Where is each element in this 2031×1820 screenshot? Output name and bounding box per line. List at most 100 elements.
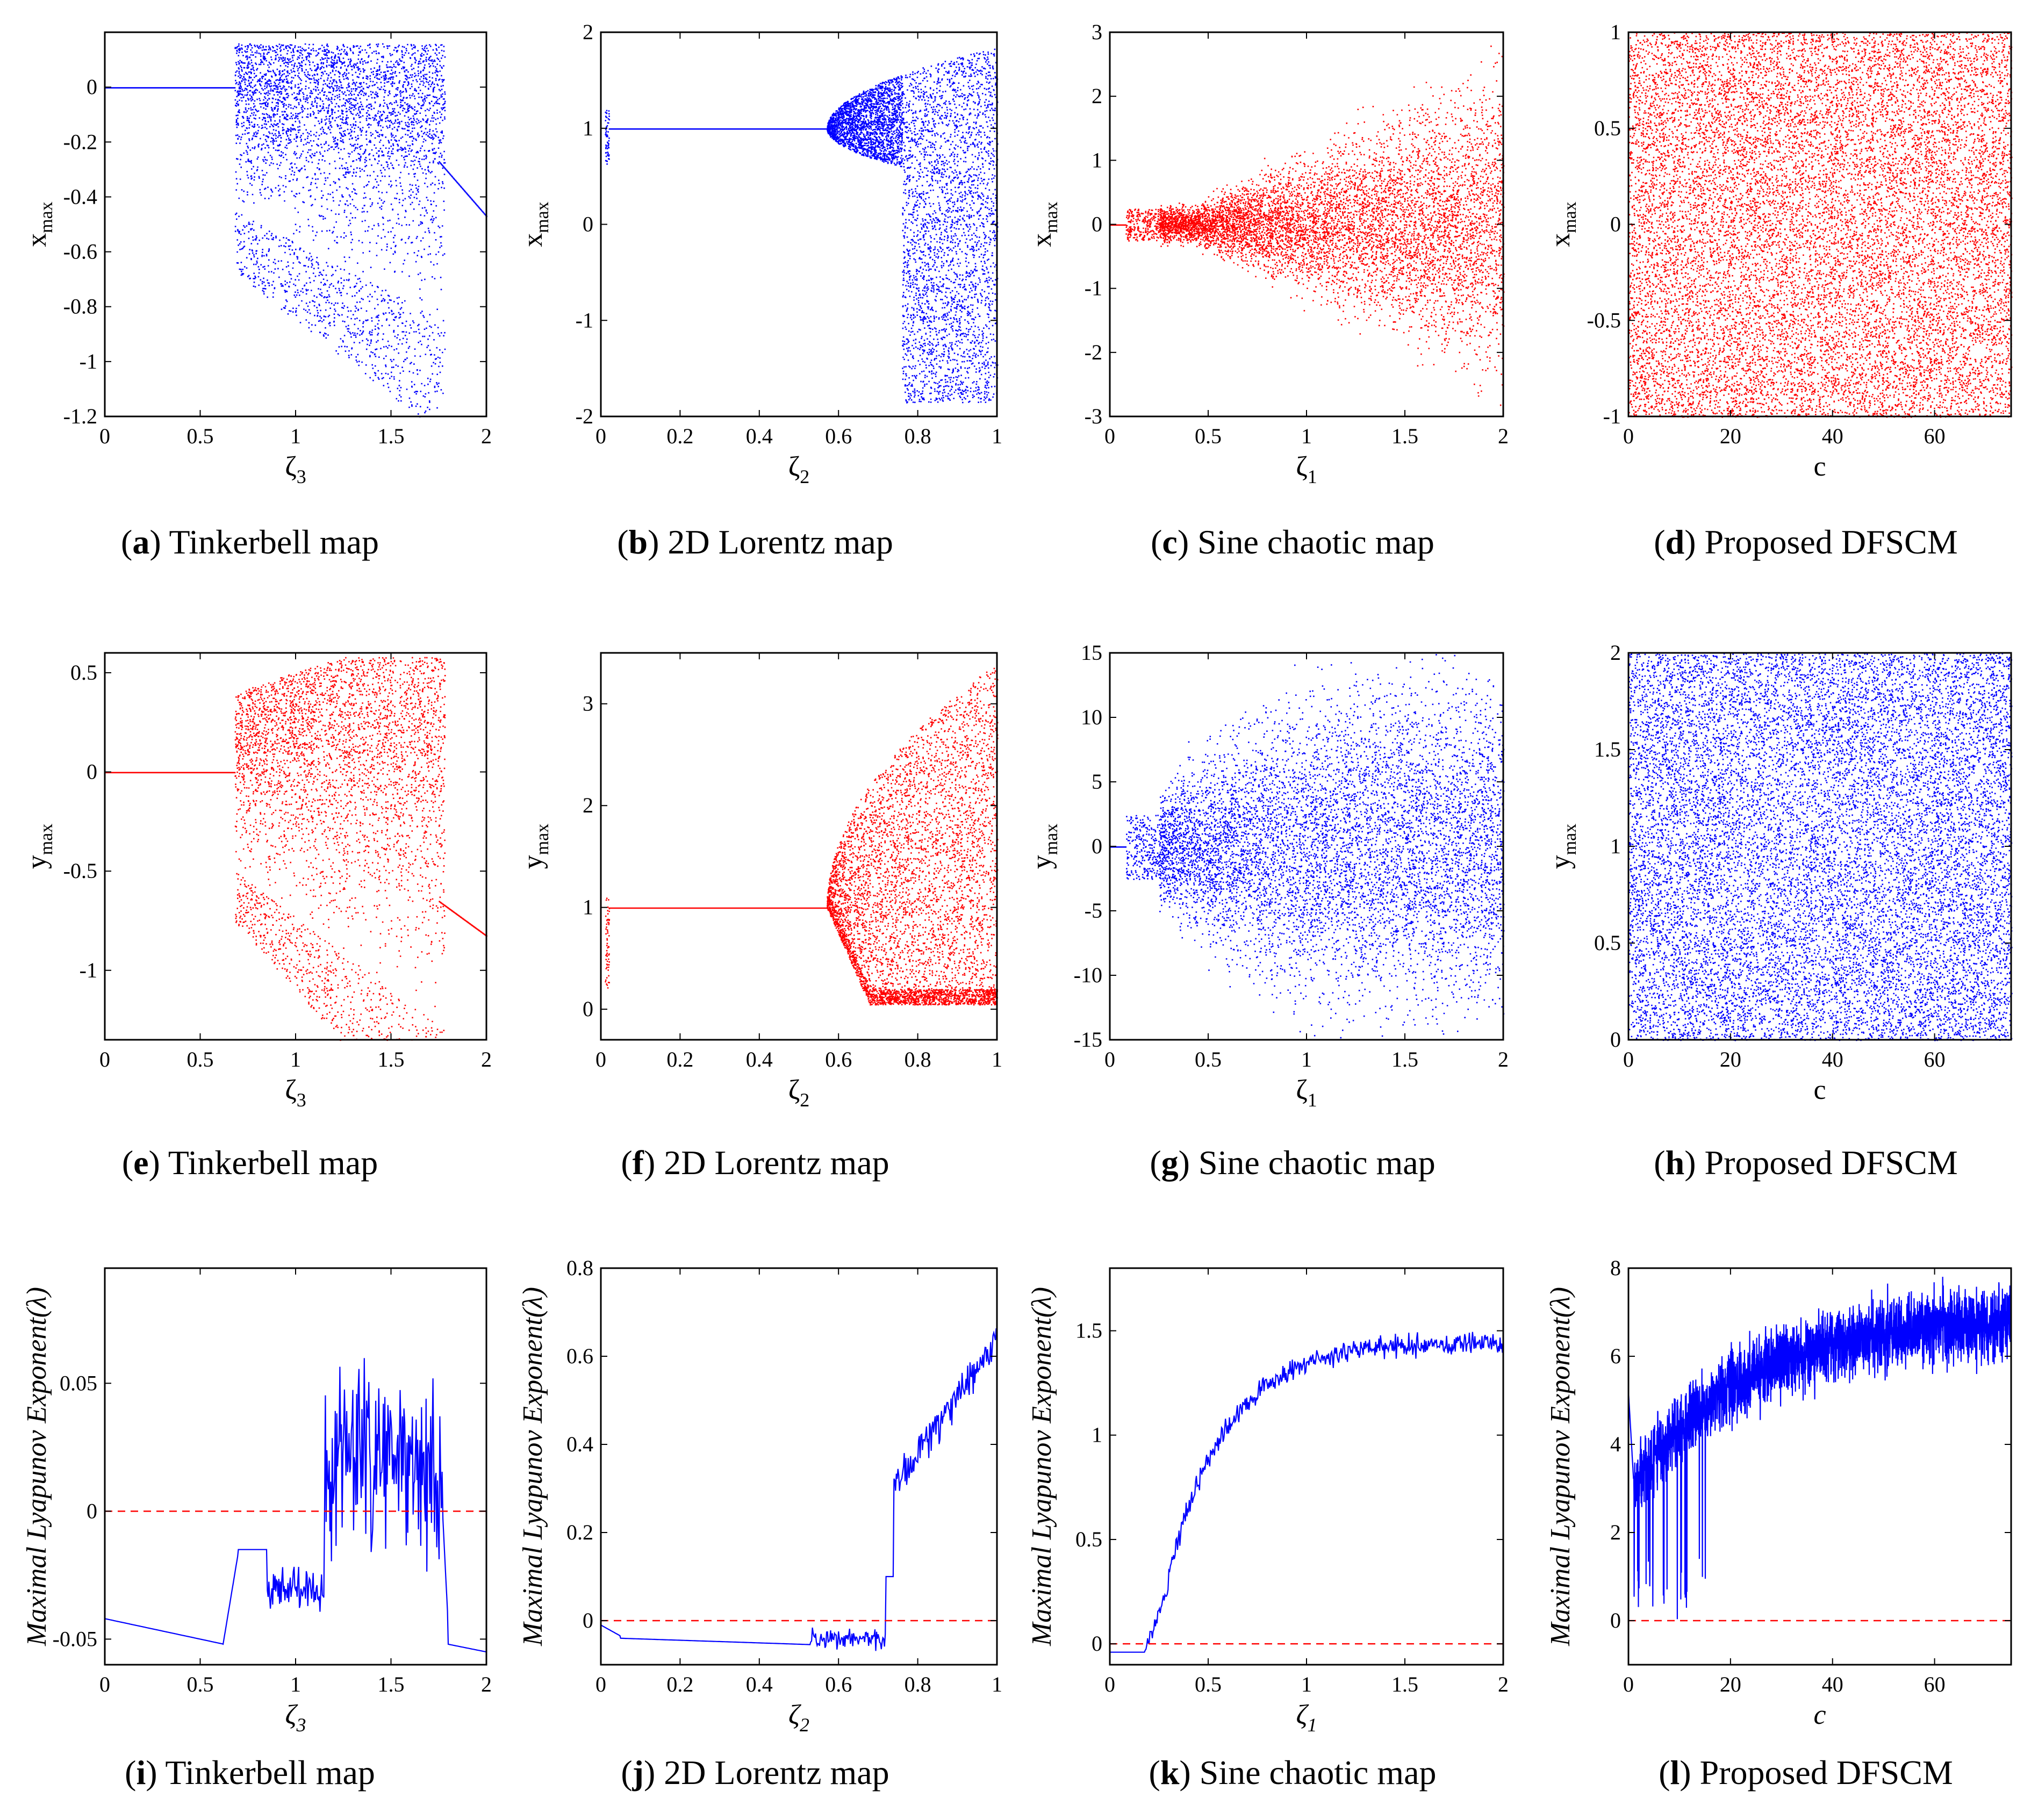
panel-k-data [1110, 1332, 1503, 1653]
x-tick-label: 0.8 [905, 1672, 931, 1696]
panel-caption: (b) 2D Lorentz map [617, 523, 893, 561]
y-tick-label: 2 [1092, 84, 1102, 108]
y-tick-label: 0 [583, 212, 593, 236]
panel-j: 0 0.2 0.4 0.6 0.8 1 0.8 0.6 0.4 0.2 0 ζ2 Maximal Lya… [518, 1256, 1002, 1792]
scatter-points [105, 43, 487, 418]
y-tick-label: 4 [1610, 1432, 1621, 1456]
panel-c-data [1110, 45, 1505, 406]
axes-frame [1627, 1267, 2012, 1666]
axes-frame [600, 652, 998, 1041]
x-tick-label: 60 [1924, 424, 1946, 448]
x-tick-label: 1.5 [1391, 1672, 1418, 1696]
axes-frame [600, 31, 998, 418]
y-tick-label: -0.6 [63, 240, 97, 264]
y-tick-label: 0.5 [1594, 931, 1621, 955]
axes-frame [1109, 1267, 1504, 1666]
x-tick-label: 1 [992, 1672, 1002, 1696]
y-tick-label: 1 [1610, 834, 1621, 858]
y-tick-label: -15 [1074, 1027, 1102, 1052]
panel-b-data [605, 48, 999, 404]
x-tick-label: 1 [1301, 1047, 1312, 1071]
panel-caption: (i) Tinkerbell map [125, 1753, 375, 1792]
x-tick-label: 0.5 [1195, 1047, 1222, 1071]
x-tick-label: 0.4 [746, 1047, 773, 1071]
x-axis-label: ζ1 [1296, 1700, 1317, 1736]
x-tick-label: 0 [99, 424, 110, 448]
y-tick-label: -0.5 [63, 859, 97, 883]
panel-g-data [1110, 654, 1505, 1039]
x-axis-label: ζ3 [285, 1075, 306, 1111]
y-tick-label: 0 [87, 75, 97, 99]
x-tick-label: 0.6 [825, 424, 852, 448]
x-tick-label: 20 [1720, 1672, 1741, 1696]
y-tick-label: 0 [1610, 1027, 1621, 1052]
y-tick-label: 1 [1092, 148, 1102, 172]
x-tick-label: 1 [290, 1672, 301, 1696]
y-tick-label: 2 [1610, 641, 1621, 665]
x-tick-label: 1.5 [1391, 1047, 1418, 1071]
panel-k: 0 0.5 1 1.5 2 1.5 1 0.5 0 ζ1 Maximal Lyapunov Expo… [1027, 1267, 1509, 1792]
x-tick-label: 0.2 [666, 1047, 693, 1071]
y-tick-label: 0 [1092, 212, 1102, 236]
y-axis-label: Maximal Lyapunov Exponent(λ) [21, 1287, 52, 1646]
y-tick-label: -3 [1085, 404, 1102, 428]
y-tick-label: 1.5 [1075, 1319, 1102, 1343]
scatter-points [105, 657, 487, 1041]
x-tick-label: 0.5 [187, 1047, 214, 1071]
y-tick-label: -1.2 [63, 404, 97, 428]
x-tick-label: 0.5 [187, 1672, 214, 1696]
axes-frame [104, 652, 487, 1041]
x-tick-label: 2 [1498, 424, 1509, 448]
x-axis-label: ζ1 [1296, 1075, 1317, 1111]
y-tick-label: 6 [1610, 1344, 1621, 1368]
y-axis-label: Maximal Lyapunov Exponent(λ) [1027, 1287, 1057, 1646]
y-tick-label: 0 [583, 997, 593, 1021]
x-tick-label: 0 [1104, 1047, 1115, 1071]
x-tick-label: 0 [595, 1047, 606, 1071]
y-tick-label: -0.2 [63, 130, 97, 154]
y-tick-label: 0 [87, 1499, 97, 1523]
lyapunov-series-line [104, 1358, 486, 1652]
y-tick-label: -5 [1085, 898, 1102, 923]
x-tick-label: 0 [1104, 1672, 1115, 1696]
x-tick-label: 0 [1104, 424, 1115, 448]
x-tick-label: 20 [1720, 424, 1741, 448]
y-tick-label: -1 [1603, 404, 1621, 428]
y-axis-label: xmax [1027, 202, 1061, 247]
scatter-points [1110, 654, 1505, 1039]
x-tick-label: 40 [1822, 1047, 1843, 1071]
x-tick-label: 0 [99, 1672, 110, 1696]
x-tick-label: 1 [1301, 424, 1312, 448]
panel-e: 0 0.5 1 1.5 2 0.5 0 -0.5 -1 ζ3 ymax (e) Tinkerbell … [21, 652, 492, 1182]
panel-caption: (f) 2D Lorentz map [621, 1143, 889, 1182]
y-tick-label: -1 [80, 958, 97, 982]
y-tick-label: -1 [80, 349, 97, 373]
y-tick-label: 1 [583, 116, 593, 140]
panel-h-data [1628, 653, 2013, 1041]
y-tick-label: 0.5 [70, 660, 97, 685]
panel-f: 0 0.2 0.4 0.6 0.8 1 3 2 1 0 ζ2 ymax (f) 2D Lorentz m… [518, 652, 1002, 1182]
x-tick-label: 0 [1623, 1047, 1634, 1071]
panel-caption: (k) Sine chaotic map [1149, 1753, 1437, 1792]
y-tick-label: 1 [1610, 20, 1621, 44]
lyapunov-series-line [1110, 1332, 1503, 1653]
y-tick-label: 0.4 [566, 1432, 593, 1456]
y-tick-label: 0.5 [1075, 1527, 1102, 1551]
y-tick-label: -0.05 [53, 1627, 97, 1651]
y-tick-label: 0 [1610, 1608, 1621, 1632]
y-tick-label: 0 [87, 760, 97, 784]
y-tick-label: 0 [1610, 212, 1621, 236]
y-tick-label: -2 [1085, 340, 1102, 364]
x-tick-label: 2 [481, 424, 492, 448]
panel-g: 0 0.5 1 1.5 2 15 10 5 0 -5 -10 -15 ζ1 ymax (g) Sine ch… [1027, 641, 1509, 1182]
panel-d-data [1628, 32, 2013, 418]
x-tick-label: 2 [481, 1047, 492, 1071]
y-tick-label: 2 [1610, 1520, 1621, 1544]
panel-h: 0 20 40 60 2 1.5 1 0.5 0 c ymax (h) Proposed DFSCM [1545, 641, 2013, 1182]
y-tick-label: 8 [1610, 1256, 1621, 1280]
panel-d: 0 20 40 60 1 0.5 0 -0.5 -1 c xmax (d) Proposed DFSC… [1545, 20, 2013, 561]
x-tick-label: 40 [1822, 424, 1843, 448]
y-axis-label: Maximal Lyapunov Exponent(λ) [518, 1287, 548, 1646]
